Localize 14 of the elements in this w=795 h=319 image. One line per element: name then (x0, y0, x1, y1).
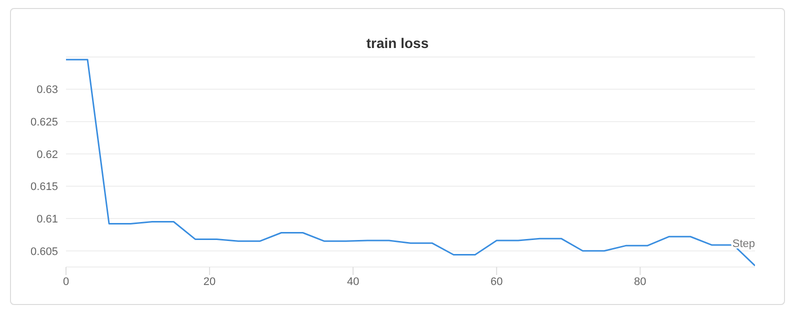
x-tick-label: 0 (62, 276, 70, 288)
y-tick-label: 0.605 (30, 246, 58, 258)
y-tick-label: 0.615 (30, 181, 58, 194)
chart-title: train loss (365, 35, 430, 51)
y-tick-label: 0.62 (36, 148, 58, 161)
x-tick-label: 20 (203, 276, 216, 288)
line-series (66, 58, 755, 266)
y-tick-label: 0.63 (36, 84, 58, 96)
y-tick-label: 0.61 (36, 213, 58, 226)
x-tick-label: 60 (490, 276, 503, 288)
x-axis-title: Step (732, 238, 755, 250)
x-tick-label: 40 (346, 276, 360, 288)
x-tick-label: 80 (634, 276, 646, 288)
y-tick-label: 0.625 (30, 116, 58, 129)
